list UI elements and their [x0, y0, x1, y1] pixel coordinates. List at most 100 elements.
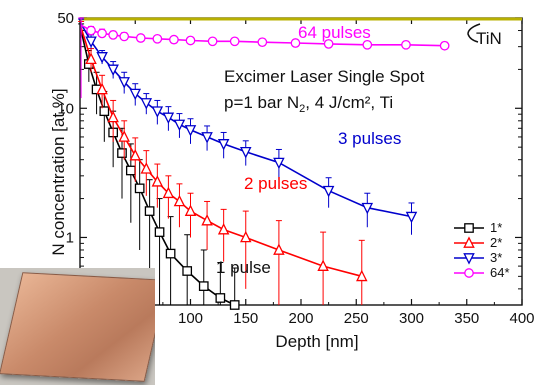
label-2-pulses: 2 pulses — [244, 174, 307, 193]
data-point-triangle-up — [96, 82, 108, 95]
data-point-circle — [108, 30, 119, 40]
data-point-triangle-down — [361, 202, 374, 215]
data-point-triangle-down — [184, 125, 197, 137]
x-tick-label: 150 — [233, 310, 258, 327]
legend-item: 3* — [454, 250, 502, 265]
data-point-square — [229, 300, 240, 310]
label-3-pulses: 3 pulses — [338, 129, 401, 148]
data-point-circle — [401, 39, 411, 50]
data-point-square — [182, 266, 193, 276]
legend-item: 64* — [454, 265, 510, 280]
data-point-circle — [152, 33, 163, 44]
data-point-triangle-up — [239, 230, 252, 243]
data-point-circle — [464, 268, 474, 278]
data-point-square — [117, 148, 127, 158]
data-point-triangle-down — [96, 52, 108, 64]
y-tick-label: 1 — [66, 229, 74, 246]
series-64 — [78, 17, 450, 99]
x-axis-label: Depth [nm] — [275, 332, 358, 351]
data-point-circle — [207, 36, 218, 47]
data-point-triangle-down — [151, 106, 164, 118]
data-point-triangle-up — [217, 222, 230, 235]
data-point-circle — [323, 39, 334, 49]
data-point-circle — [169, 34, 179, 45]
data-point-circle — [119, 31, 130, 42]
data-point-triangle-up — [140, 162, 153, 174]
data-point-circle — [97, 28, 107, 39]
data-point-circle — [86, 25, 96, 36]
data-point-triangle-down — [118, 77, 130, 89]
data-point-square — [215, 293, 226, 303]
data-point-circle — [362, 39, 373, 50]
data-point-triangle-down — [405, 211, 418, 224]
data-point-triangle-up — [129, 148, 142, 161]
annotation-title-line2-sub: 2 — [299, 103, 305, 115]
tin-label: TiN — [476, 29, 502, 48]
data-point-triangle-up — [463, 236, 475, 248]
legend: 1*2*3*64* — [454, 220, 510, 280]
data-point-triangle-down — [140, 98, 153, 110]
data-point-square — [464, 223, 474, 233]
tin-bracket — [467, 23, 481, 43]
data-point-square — [154, 227, 165, 237]
series-layer — [78, 17, 450, 310]
legend-label: 2* — [490, 235, 502, 250]
x-tick-label: 350 — [454, 310, 479, 327]
annotation-title-line2-suffix: , 4 J/cm², Ti — [305, 93, 393, 112]
data-point-triangle-up — [162, 186, 175, 199]
data-point-triangle-down — [107, 64, 119, 77]
label-64-pulses: 64 pulses — [298, 23, 371, 42]
x-tick-label: 300 — [399, 310, 424, 327]
sample-chip-image — [0, 272, 155, 382]
data-point-triangle-down — [273, 157, 285, 170]
data-point-square — [144, 206, 155, 216]
data-point-square — [165, 248, 176, 259]
x-tick-label: 400 — [509, 310, 534, 327]
axes-layer: 5010015020025030035040011050 — [57, 10, 534, 327]
data-point-triangle-up — [118, 130, 130, 142]
legend-item: 1* — [454, 220, 502, 235]
data-point-triangle-down — [162, 112, 175, 125]
data-point-circle — [185, 35, 196, 46]
y-axis-label: N concentration [at.%] — [49, 88, 68, 255]
data-point-circle — [290, 38, 301, 48]
x-tick-label: 100 — [178, 310, 203, 327]
data-point-triangle-up — [151, 175, 164, 187]
series-line — [80, 30, 236, 306]
series-3 — [78, 18, 418, 235]
data-point-triangle-down — [463, 253, 475, 265]
data-point-triangle-down — [217, 139, 230, 151]
data-point-triangle-down — [239, 146, 252, 159]
data-point-circle — [135, 33, 146, 43]
annotation-title-line1: Excimer Laser Single Spot — [224, 67, 425, 86]
legend-item: 2* — [454, 235, 502, 250]
data-point-triangle-down — [173, 119, 186, 132]
series-1 — [78, 23, 240, 310]
data-point-triangle-up — [356, 269, 368, 282]
data-point-circle — [257, 37, 268, 48]
legend-label: 3* — [490, 250, 502, 265]
y-tick-label: 50 — [57, 10, 74, 27]
y-tick-label: 10 — [57, 100, 74, 117]
data-point-triangle-down — [201, 132, 213, 144]
legend-label: 64* — [490, 265, 510, 280]
data-point-triangle-up — [107, 110, 119, 123]
label-1-pulse: 1 pulse — [216, 258, 271, 277]
data-point-triangle-down — [322, 185, 335, 198]
x-tick-label: 250 — [344, 310, 369, 327]
data-point-triangle-down — [129, 88, 142, 101]
legend-label: 1* — [490, 220, 502, 235]
annotation-title-line2-prefix: p=1 bar N — [224, 93, 299, 112]
annotation-title-line2: p=1 bar N2, 4 J/cm², Ti — [224, 93, 393, 115]
data-point-circle — [439, 40, 450, 51]
x-tick-label: 200 — [288, 310, 313, 327]
series-2 — [78, 20, 368, 305]
data-point-triangle-up — [273, 243, 285, 255]
data-point-triangle-up — [85, 52, 97, 65]
data-point-square — [125, 165, 136, 176]
data-point-triangle-up — [317, 259, 329, 271]
data-point-square — [99, 106, 110, 117]
data-point-triangle-up — [173, 194, 186, 207]
data-point-triangle-up — [184, 204, 197, 216]
